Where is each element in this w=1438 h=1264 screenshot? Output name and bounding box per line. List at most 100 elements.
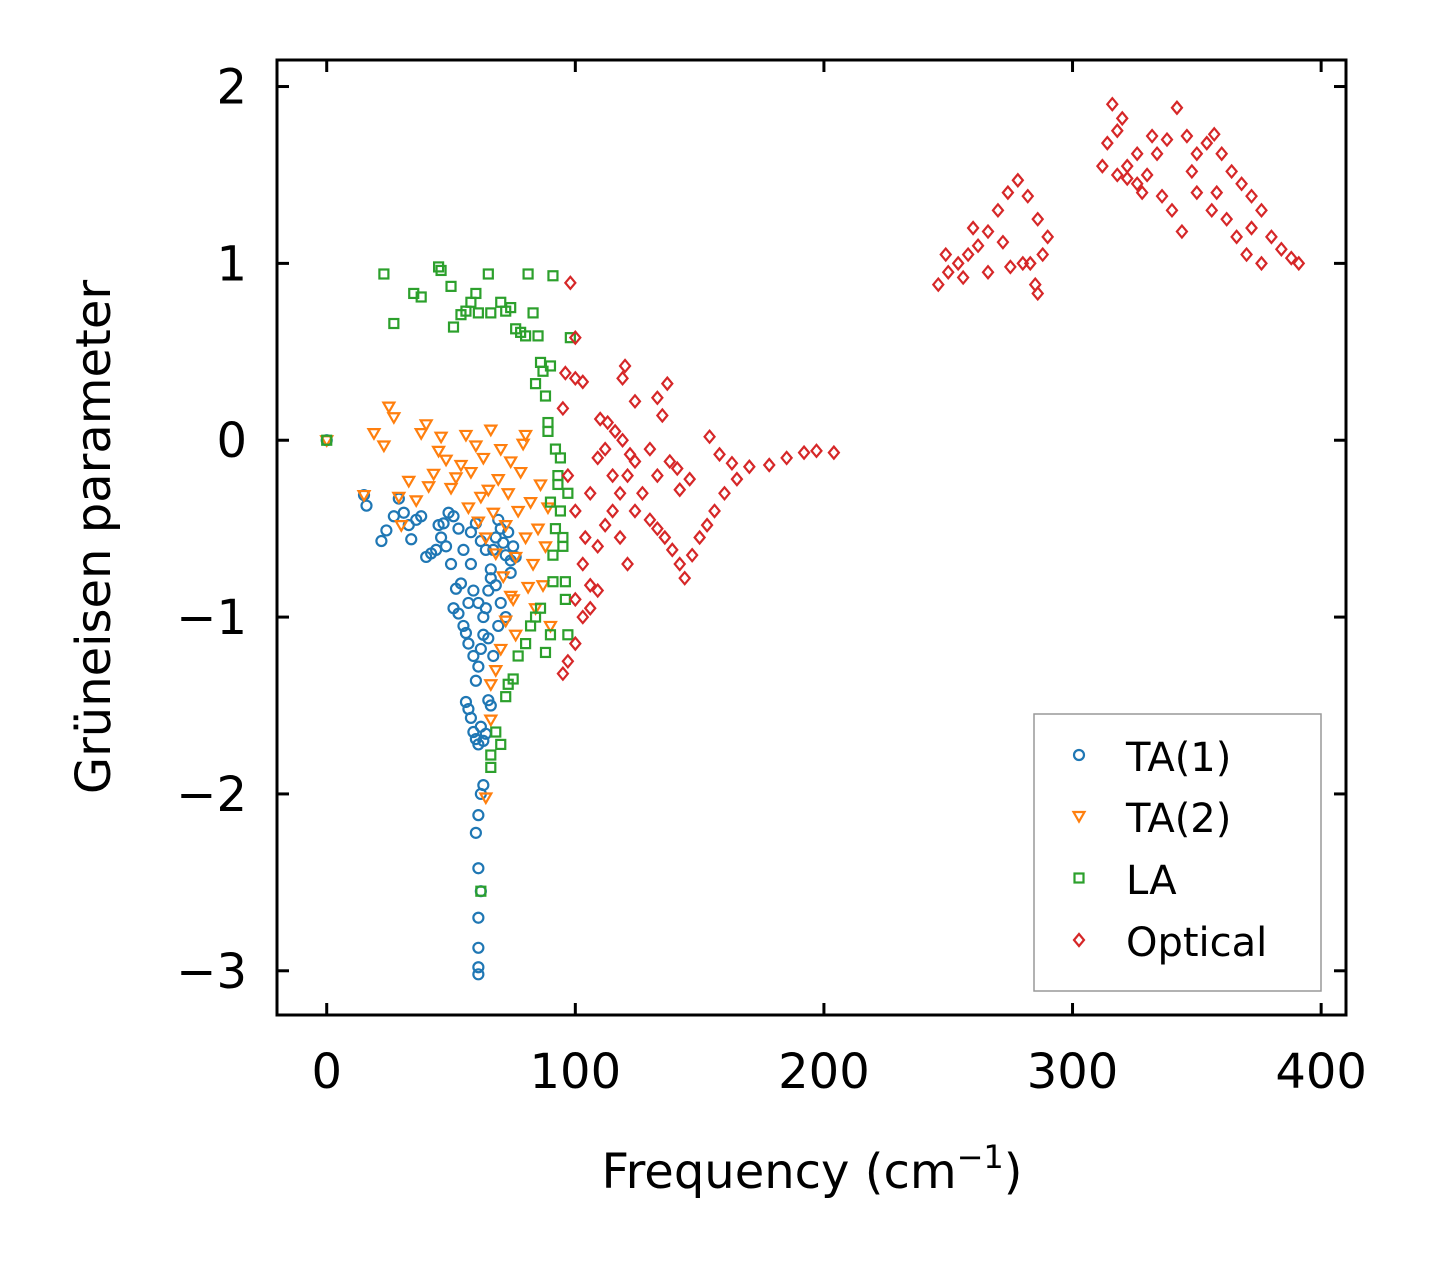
data-point-optical bbox=[780, 450, 794, 466]
data-point-ta-1 bbox=[360, 499, 373, 512]
data-point-optical bbox=[718, 485, 731, 502]
data-point-ta-2 bbox=[510, 505, 526, 519]
data-point-optical bbox=[951, 255, 965, 272]
data-point-ta-2 bbox=[533, 479, 548, 493]
data-point-ta-2 bbox=[495, 571, 511, 585]
data-point-ta-1 bbox=[484, 699, 497, 712]
data-point-ta-1 bbox=[459, 695, 473, 709]
data-point-optical bbox=[1264, 229, 1278, 245]
data-point-ta-2 bbox=[391, 491, 407, 505]
data-point-optical bbox=[568, 503, 582, 519]
data-point-optical bbox=[643, 441, 657, 457]
data-point-la bbox=[542, 425, 554, 437]
legend-label: Optical bbox=[1126, 920, 1267, 966]
data-point-la bbox=[321, 434, 333, 446]
data-point-optical bbox=[1185, 163, 1199, 180]
data-point-ta-2 bbox=[376, 440, 392, 454]
x-tick-label: 100 bbox=[530, 1044, 622, 1100]
data-point-ta-1 bbox=[467, 649, 480, 663]
data-point-optical bbox=[1130, 176, 1144, 192]
data-point-la bbox=[482, 268, 494, 280]
axis-ticks bbox=[277, 60, 1346, 1015]
data-point-ta-2 bbox=[470, 516, 486, 530]
y-tick-label: −2 bbox=[176, 767, 247, 823]
data-point-optical bbox=[1110, 123, 1124, 139]
data-point-optical bbox=[558, 365, 572, 381]
y-axis-title: Grüneisen parameter bbox=[66, 280, 122, 795]
data-point-la bbox=[505, 301, 517, 314]
data-point-ta-2 bbox=[448, 472, 464, 486]
data-point-ta-1 bbox=[474, 720, 487, 733]
data-point-ta-1 bbox=[494, 596, 507, 610]
data-point-la bbox=[520, 330, 532, 342]
legend-label: LA bbox=[1126, 858, 1177, 904]
data-point-optical bbox=[613, 529, 627, 546]
legend-marker-ta-1 bbox=[1072, 748, 1086, 762]
y-tick-label: 2 bbox=[216, 60, 247, 116]
data-point-optical bbox=[665, 542, 679, 558]
data-point-ta-2 bbox=[493, 443, 509, 457]
x-axis-title-main: Frequency (cm bbox=[601, 1144, 956, 1200]
data-point-ta-2 bbox=[408, 495, 424, 509]
data-point-optical bbox=[1001, 184, 1015, 201]
data-point-ta-2 bbox=[431, 445, 447, 459]
data-point-optical bbox=[1235, 176, 1249, 192]
data-point-la bbox=[485, 307, 497, 319]
data-point-optical bbox=[713, 446, 726, 463]
data-point-optical bbox=[1190, 146, 1204, 162]
data-point-la bbox=[447, 321, 460, 333]
data-point-ta-1 bbox=[397, 506, 410, 519]
data-point-optical bbox=[613, 485, 627, 502]
data-point-la bbox=[534, 602, 547, 614]
data-point-optical bbox=[1170, 100, 1184, 116]
data-point-ta-2 bbox=[520, 581, 536, 595]
data-point-optical bbox=[598, 441, 612, 457]
x-tick-label: 200 bbox=[778, 1044, 870, 1100]
data-point-optical bbox=[1145, 128, 1159, 144]
data-point-optical bbox=[1036, 246, 1050, 263]
data-point-optical bbox=[616, 370, 629, 387]
data-point-optical bbox=[1041, 229, 1055, 245]
data-point-ta-1 bbox=[467, 584, 480, 597]
data-point-la bbox=[554, 452, 567, 464]
data-point-optical bbox=[1100, 135, 1114, 151]
data-point-optical bbox=[1105, 96, 1119, 112]
data-point-ta-2 bbox=[483, 424, 499, 438]
data-point-ta-1 bbox=[472, 941, 485, 954]
data-point-optical bbox=[762, 457, 776, 473]
data-point-la bbox=[554, 505, 567, 517]
data-point-optical bbox=[685, 547, 699, 563]
data-point-ta-2 bbox=[515, 438, 531, 452]
data-point-optical bbox=[991, 202, 1005, 219]
data-point-optical bbox=[576, 374, 590, 390]
data-point-la bbox=[495, 738, 507, 751]
data-point-la bbox=[552, 470, 564, 482]
data-point-la bbox=[559, 593, 571, 605]
data-point-la bbox=[547, 270, 559, 282]
data-point-optical bbox=[1140, 167, 1154, 183]
data-point-ta-1 bbox=[472, 911, 485, 924]
legend-item-la: LA bbox=[1073, 858, 1177, 904]
data-point-ta-2 bbox=[543, 620, 558, 634]
data-point-optical bbox=[1155, 188, 1169, 204]
data-point-la bbox=[532, 330, 544, 342]
data-point-optical bbox=[966, 220, 980, 236]
data-point-ta-1 bbox=[459, 626, 473, 640]
data-point-ta-1 bbox=[375, 534, 388, 548]
data-point-ta-2 bbox=[453, 459, 469, 473]
data-point-ta-2 bbox=[535, 580, 551, 593]
data-series-layer bbox=[319, 96, 1306, 981]
data-point-optical bbox=[568, 591, 582, 608]
data-point-ta-2 bbox=[483, 679, 499, 692]
data-point-ta-1 bbox=[415, 510, 428, 523]
data-point-la bbox=[465, 296, 477, 308]
data-point-ta-2 bbox=[503, 456, 519, 470]
x-axis-title: Frequency (cm−1) bbox=[601, 1138, 1022, 1200]
data-point-optical bbox=[1110, 167, 1124, 183]
data-point-ta-1 bbox=[405, 533, 418, 546]
data-point-optical bbox=[563, 275, 577, 291]
data-point-optical bbox=[1130, 146, 1144, 162]
data-point-la bbox=[507, 673, 519, 685]
data-point-optical bbox=[621, 556, 634, 572]
